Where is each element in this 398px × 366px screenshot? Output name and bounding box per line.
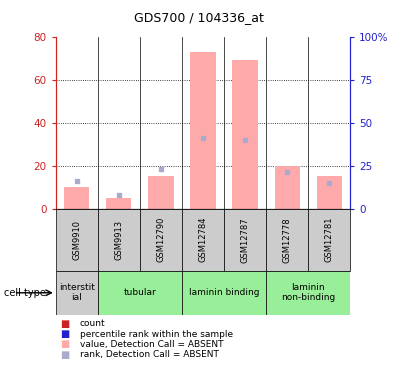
Bar [224, 209, 266, 271]
Text: GSM12778: GSM12778 [283, 217, 292, 262]
Bar [190, 52, 216, 209]
Text: count: count [80, 320, 105, 328]
Text: GSM12781: GSM12781 [325, 217, 334, 262]
Bar [316, 176, 342, 209]
Text: GSM12787: GSM12787 [240, 217, 250, 262]
Bar [232, 60, 258, 209]
Text: GDS700 / 104336_at: GDS700 / 104336_at [134, 11, 264, 24]
Text: value, Detection Call = ABSENT: value, Detection Call = ABSENT [80, 340, 223, 349]
Text: GSM9913: GSM9913 [114, 220, 123, 260]
Bar [275, 165, 300, 209]
Bar [98, 271, 182, 315]
Bar [64, 187, 90, 209]
Text: percentile rank within the sample: percentile rank within the sample [80, 330, 233, 339]
Text: ■: ■ [60, 339, 69, 350]
Text: ■: ■ [60, 329, 69, 339]
Text: ■: ■ [60, 319, 69, 329]
Bar [56, 209, 98, 271]
Bar [266, 271, 350, 315]
Bar [182, 209, 224, 271]
Text: tubular: tubular [123, 288, 156, 297]
Text: ■: ■ [60, 350, 69, 360]
Text: GSM12790: GSM12790 [156, 217, 166, 262]
Text: GSM9910: GSM9910 [72, 220, 81, 260]
Text: laminin
non-binding: laminin non-binding [281, 283, 335, 303]
Bar [98, 209, 140, 271]
Text: interstit
ial: interstit ial [59, 283, 95, 303]
Text: laminin binding: laminin binding [189, 288, 259, 297]
Text: GSM12784: GSM12784 [199, 217, 207, 262]
Bar [140, 209, 182, 271]
Bar [266, 209, 308, 271]
Text: cell type: cell type [4, 288, 46, 298]
Text: rank, Detection Call = ABSENT: rank, Detection Call = ABSENT [80, 350, 219, 359]
Bar [56, 271, 98, 315]
Bar [182, 271, 266, 315]
Bar [308, 209, 350, 271]
Bar [148, 176, 174, 209]
Bar [106, 198, 131, 209]
